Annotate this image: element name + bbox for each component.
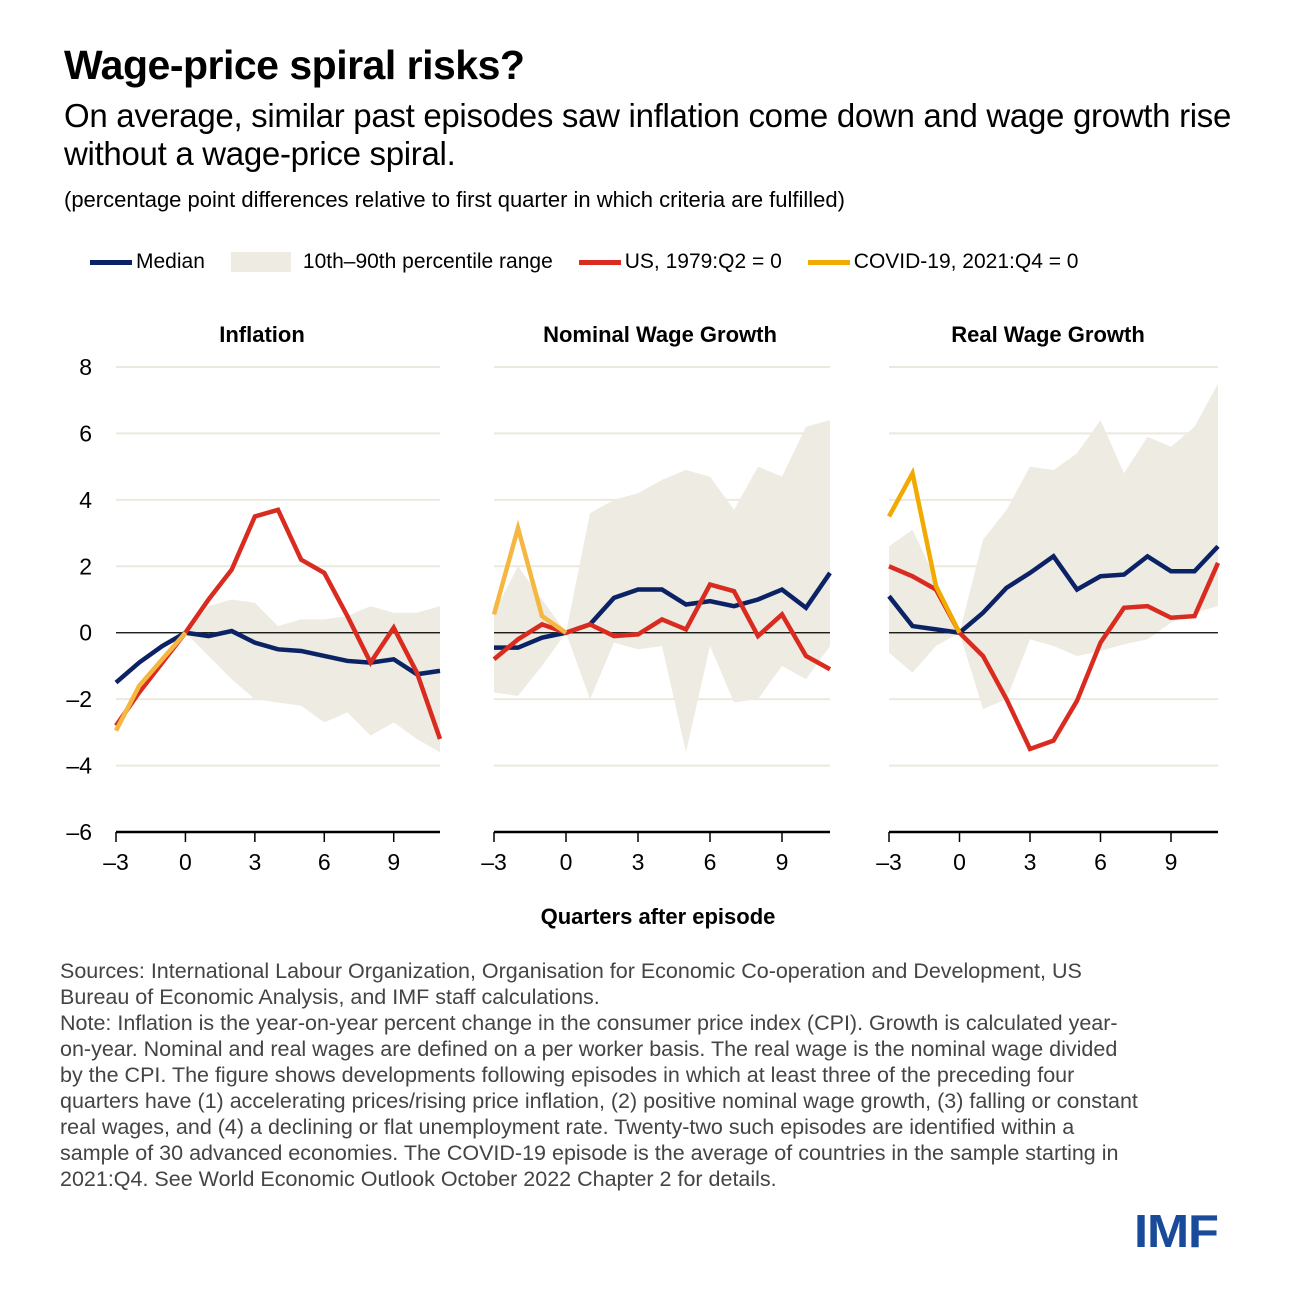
legend-swatch-median <box>90 259 132 265</box>
x-tick-label: 6 <box>704 849 717 875</box>
x-tick-label: 9 <box>776 849 789 875</box>
legend-label: COVID-19, 2021:Q4 = 0 <box>853 250 1079 273</box>
panel-real-wage-growth: Real Wage Growth –3 0 3 6 9 <box>876 322 1221 875</box>
x-tick-label: –3 <box>103 849 129 875</box>
note-text: Note: Inflation is the year-on-year perc… <box>60 1011 1138 1191</box>
y-tick-label: 4 <box>79 487 92 513</box>
x-tick-label: 3 <box>1024 849 1037 875</box>
y-tick-label: –6 <box>66 819 92 845</box>
y-axis: 8 6 4 2 0 –2 –4 –6 <box>66 354 92 845</box>
y-tick-label: 6 <box>79 420 92 446</box>
y-tick-label: –2 <box>66 686 92 712</box>
x-tick-label: 0 <box>953 849 966 875</box>
legend-swatch-us-1979 <box>578 259 621 265</box>
legend-label: US, 1979:Q2 = 0 <box>624 250 782 273</box>
x-tick-label: 3 <box>632 849 645 875</box>
legend-label: Median <box>136 250 205 273</box>
x-axis-label: Quarters after episode <box>541 904 776 929</box>
legend-label: 10th–90th percentile range <box>302 250 553 273</box>
x-tick-label: 6 <box>318 849 331 875</box>
legend-item-median: Median <box>90 250 205 274</box>
x-tick-label: 9 <box>1165 849 1178 875</box>
y-tick-label: 2 <box>79 553 92 579</box>
percentile-band <box>889 383 1218 710</box>
x-tick-label: 3 <box>248 849 261 875</box>
legend-swatch-percentile-range <box>230 252 291 272</box>
panel-title: Nominal Wage Growth <box>543 322 777 347</box>
panel-title: Inflation <box>219 322 305 347</box>
chart-panels: Inflation –3 0 3 6 9 Nominal Wage Growth –3 0 3 6 9… <box>103 322 1221 875</box>
chart-title: Wage-price spiral risks? <box>64 42 525 88</box>
imf-logo: IMF <box>1134 1205 1219 1257</box>
series-line-covid-19-2021-q4-0 <box>114 631 188 732</box>
legend-item-covid-19: COVID-19, 2021:Q4 = 0 <box>807 250 1079 274</box>
panel-nominal-wage-growth: Nominal Wage Growth –3 0 3 6 9 <box>481 322 832 875</box>
series-line-covid-19-2021-q4-0 <box>491 519 568 635</box>
x-tick-label: 0 <box>560 849 573 875</box>
y-tick-label: 8 <box>79 354 92 380</box>
panel-inflation: Inflation –3 0 3 6 9 <box>103 322 443 875</box>
percentile-band <box>116 599 440 753</box>
y-tick-label: 0 <box>79 620 92 646</box>
x-tick-label: 9 <box>387 849 400 875</box>
y-tick-label: –4 <box>66 753 92 779</box>
legend-item-us-1979: US, 1979:Q2 = 0 <box>578 250 782 274</box>
units-note: (percentage point differences relative t… <box>64 187 845 212</box>
sources-text: Sources: International Labour Organizati… <box>60 959 1082 1009</box>
legend: Median 10th–90th percentile range US, 19… <box>90 248 1105 276</box>
x-tick-label: 6 <box>1094 849 1107 875</box>
percentile-band <box>494 420 830 753</box>
x-tick-label: –3 <box>876 849 902 875</box>
legend-item-percentile-range: 10th–90th percentile range <box>230 250 553 274</box>
x-tick-label: 0 <box>179 849 192 875</box>
footnotes: Sources: International Labour Organizati… <box>60 958 1140 1192</box>
panel-title: Real Wage Growth <box>951 322 1145 347</box>
x-tick-label: –3 <box>481 849 507 875</box>
legend-swatch-covid-19 <box>807 259 850 265</box>
chart-subtitle: On average, similar past episodes saw in… <box>64 97 1232 172</box>
series-line-covid-19-2021-q4-0 <box>887 466 962 634</box>
